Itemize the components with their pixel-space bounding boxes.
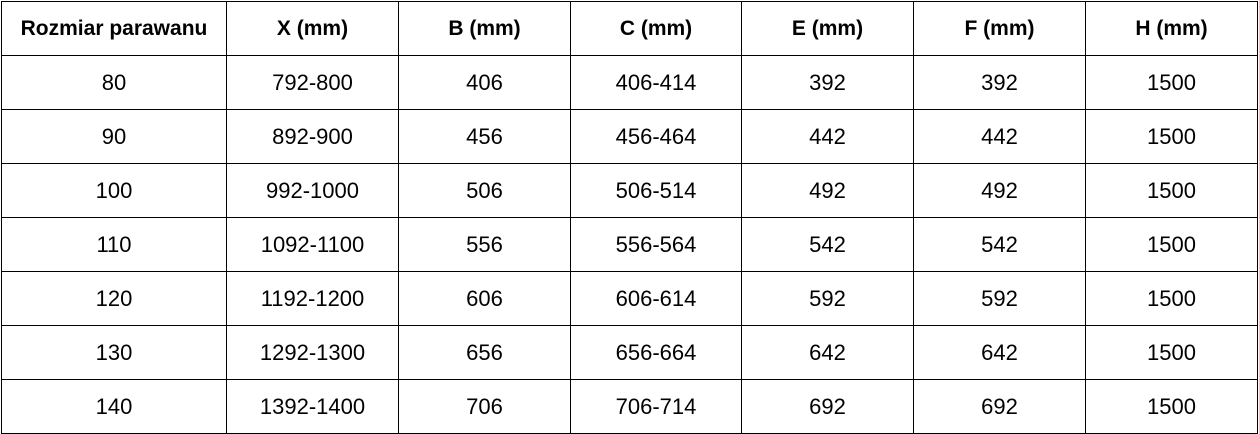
table-cell: 656-664	[570, 325, 742, 380]
table-row: 90 892-900 456 456-464 442 442 1500	[1, 109, 1258, 164]
table-cell: 406-414	[570, 55, 742, 110]
table-cell: 130	[1, 325, 227, 380]
table-cell: 456	[398, 109, 571, 164]
table-cell: 1500	[1085, 379, 1258, 434]
table-cell: 492	[741, 163, 914, 218]
table-row: 120 1192-1200 606 606-614 592 592 1500	[1, 271, 1258, 326]
table-cell: 642	[741, 325, 914, 380]
table-cell: 1292-1300	[226, 325, 399, 380]
table-cell: 1392-1400	[226, 379, 399, 434]
table-row: 80 792-800 406 406-414 392 392 1500	[1, 55, 1258, 110]
table-cell: 556	[398, 217, 571, 272]
table-cell: 1092-1100	[226, 217, 399, 272]
table-cell: 706	[398, 379, 571, 434]
table-cell: 692	[741, 379, 914, 434]
table-cell: 392	[741, 55, 914, 110]
table-cell: 992-1000	[226, 163, 399, 218]
table-cell: 642	[913, 325, 1086, 380]
table-cell: 140	[1, 379, 227, 434]
table-row: 110 1092-1100 556 556-564 542 542 1500	[1, 217, 1258, 272]
table-cell: 442	[913, 109, 1086, 164]
table-cell: 592	[741, 271, 914, 326]
table-cell: 80	[1, 55, 227, 110]
table-cell: 456-464	[570, 109, 742, 164]
table-cell: 110	[1, 217, 227, 272]
table-cell: 442	[741, 109, 914, 164]
table-cell: 1500	[1085, 55, 1258, 110]
table-cell: 1500	[1085, 217, 1258, 272]
table-cell: 1500	[1085, 109, 1258, 164]
table-cell: 492	[913, 163, 1086, 218]
table-cell: 90	[1, 109, 227, 164]
table-cell: 506	[398, 163, 571, 218]
column-header: E (mm)	[741, 1, 914, 56]
table-cell: 1500	[1085, 271, 1258, 326]
table-cell: 392	[913, 55, 1086, 110]
table-cell: 792-800	[226, 55, 399, 110]
table-cell: 606-614	[570, 271, 742, 326]
table-cell: 556-564	[570, 217, 742, 272]
column-header: C (mm)	[570, 1, 742, 56]
column-header: Rozmiar parawanu	[1, 1, 227, 56]
table-cell: 892-900	[226, 109, 399, 164]
header-row: Rozmiar parawanu X (mm) B (mm) C (mm) E (mm)…	[1, 1, 1258, 56]
table-cell: 542	[913, 217, 1086, 272]
table-cell: 606	[398, 271, 571, 326]
table-cell: 592	[913, 271, 1086, 326]
table-cell: 100	[1, 163, 227, 218]
table-cell: 406	[398, 55, 571, 110]
table-cell: 656	[398, 325, 571, 380]
column-header: X (mm)	[226, 1, 399, 56]
table-cell: 120	[1, 271, 227, 326]
table-cell: 1500	[1085, 163, 1258, 218]
table-cell: 1192-1200	[226, 271, 399, 326]
table-row: 140 1392-1400 706 706-714 692 692 1500	[1, 379, 1258, 434]
column-header: F (mm)	[913, 1, 1086, 56]
table-cell: 706-714	[570, 379, 742, 434]
table-row: 100 992-1000 506 506-514 492 492 1500	[1, 163, 1258, 218]
table-row: 130 1292-1300 656 656-664 642 642 1500	[1, 325, 1258, 380]
table-cell: 692	[913, 379, 1086, 434]
table-cell: 506-514	[570, 163, 742, 218]
table-cell: 1500	[1085, 325, 1258, 380]
table-cell: 542	[741, 217, 914, 272]
column-header: H (mm)	[1085, 1, 1258, 56]
column-header: B (mm)	[398, 1, 571, 56]
